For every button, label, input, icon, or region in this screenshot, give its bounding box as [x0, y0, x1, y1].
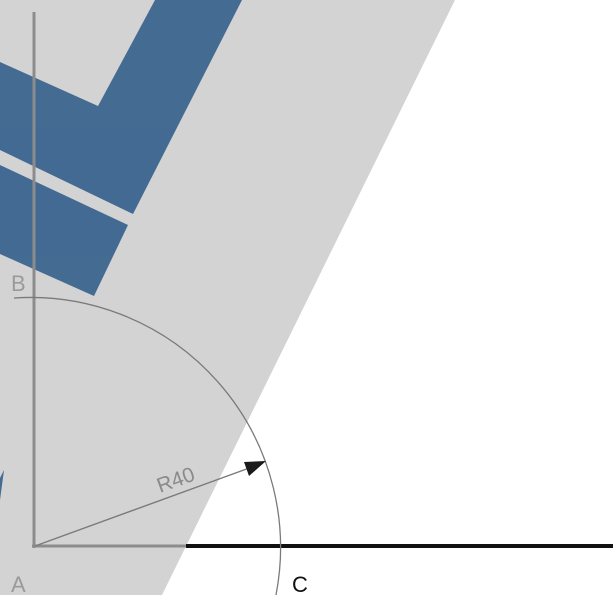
label-c: C — [292, 572, 308, 595]
label-b: B — [11, 271, 26, 296]
radius-arrowhead — [244, 461, 266, 476]
radius-arrow-line — [34, 466, 253, 547]
watermark-chevron-lower — [0, 165, 128, 296]
watermark-fragment — [0, 470, 4, 500]
radius-arc — [13, 296, 282, 595]
watermark-logo — [0, 0, 242, 500]
watermark-chevron-upper — [0, 0, 242, 214]
label-a: A — [11, 572, 26, 595]
